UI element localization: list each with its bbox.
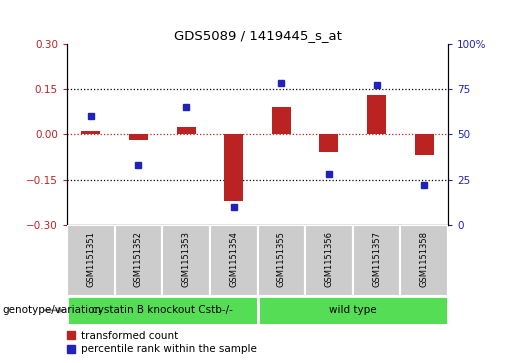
Text: GSM1151356: GSM1151356 (324, 231, 333, 287)
Bar (67, 225, 115, 296)
Text: cystatin B knockout Cstb-/-: cystatin B knockout Cstb-/- (92, 305, 233, 315)
Bar (415, 134, 434, 155)
Bar (162, 225, 210, 296)
Text: GSM1151353: GSM1151353 (182, 231, 191, 287)
Text: wild type: wild type (329, 305, 376, 315)
Text: GSM1151355: GSM1151355 (277, 231, 286, 287)
Title: GDS5089 / 1419445_s_at: GDS5089 / 1419445_s_at (174, 29, 341, 42)
Text: genotype/variation: genotype/variation (3, 305, 101, 315)
Bar (401, 225, 448, 296)
Bar (258, 225, 305, 296)
Bar (305, 225, 353, 296)
Bar (177, 127, 196, 134)
Text: GSM1151357: GSM1151357 (372, 231, 381, 287)
Bar (272, 107, 291, 134)
Bar (353, 225, 401, 296)
Text: GSM1151352: GSM1151352 (134, 231, 143, 287)
Text: GSM1151351: GSM1151351 (87, 231, 95, 287)
Bar (81, 131, 100, 134)
Bar (114, 225, 162, 296)
Bar (367, 95, 386, 134)
Legend: transformed count, percentile rank within the sample: transformed count, percentile rank withi… (67, 331, 256, 354)
Bar (224, 134, 243, 201)
Bar (67, 296, 258, 325)
Bar (319, 134, 338, 152)
Text: GSM1151354: GSM1151354 (229, 231, 238, 287)
Text: GSM1151358: GSM1151358 (420, 231, 428, 287)
Bar (258, 296, 448, 325)
Bar (210, 225, 258, 296)
Bar (129, 134, 148, 140)
